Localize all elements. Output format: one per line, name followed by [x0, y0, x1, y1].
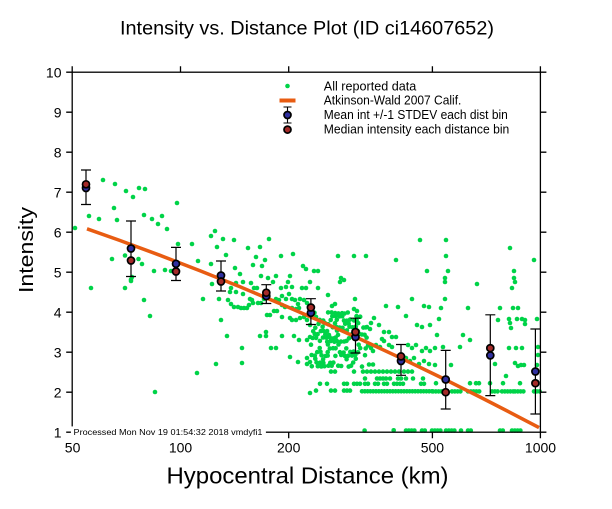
- svg-text:3: 3: [54, 345, 62, 361]
- svg-text:1000: 1000: [525, 439, 556, 455]
- svg-text:10: 10: [46, 65, 62, 81]
- svg-text:Hypocentral Distance (km): Hypocentral Distance (km): [167, 462, 449, 488]
- svg-text:4: 4: [54, 305, 62, 321]
- svg-text:Intensity vs. Distance Plot (I: Intensity vs. Distance Plot (ID ci146076…: [120, 18, 494, 40]
- svg-text:Atkinson-Wald 2007 Calif.: Atkinson-Wald 2007 Calif.: [324, 94, 462, 108]
- svg-text:200: 200: [277, 439, 301, 455]
- svg-text:8: 8: [54, 145, 62, 161]
- svg-text:100: 100: [169, 439, 193, 455]
- svg-text:All reported data: All reported data: [324, 79, 417, 93]
- svg-text:Median intensity each distance: Median intensity each distance bin: [324, 123, 510, 137]
- svg-text:Processed Mon Nov 19 01:54:32: Processed Mon Nov 19 01:54:32 2018 vmdyf…: [74, 428, 264, 437]
- svg-text:500: 500: [421, 439, 445, 455]
- svg-text:9: 9: [54, 105, 62, 121]
- svg-text:2: 2: [54, 385, 62, 401]
- svg-text:1: 1: [54, 425, 62, 441]
- svg-text:Intensity: Intensity: [15, 206, 38, 293]
- svg-text:50: 50: [65, 439, 81, 455]
- svg-text:7: 7: [54, 185, 62, 201]
- svg-text:6: 6: [54, 225, 62, 241]
- svg-text:5: 5: [54, 265, 62, 281]
- svg-text:Mean int +/-1 STDEV each dist: Mean int +/-1 STDEV each dist bin: [324, 108, 508, 122]
